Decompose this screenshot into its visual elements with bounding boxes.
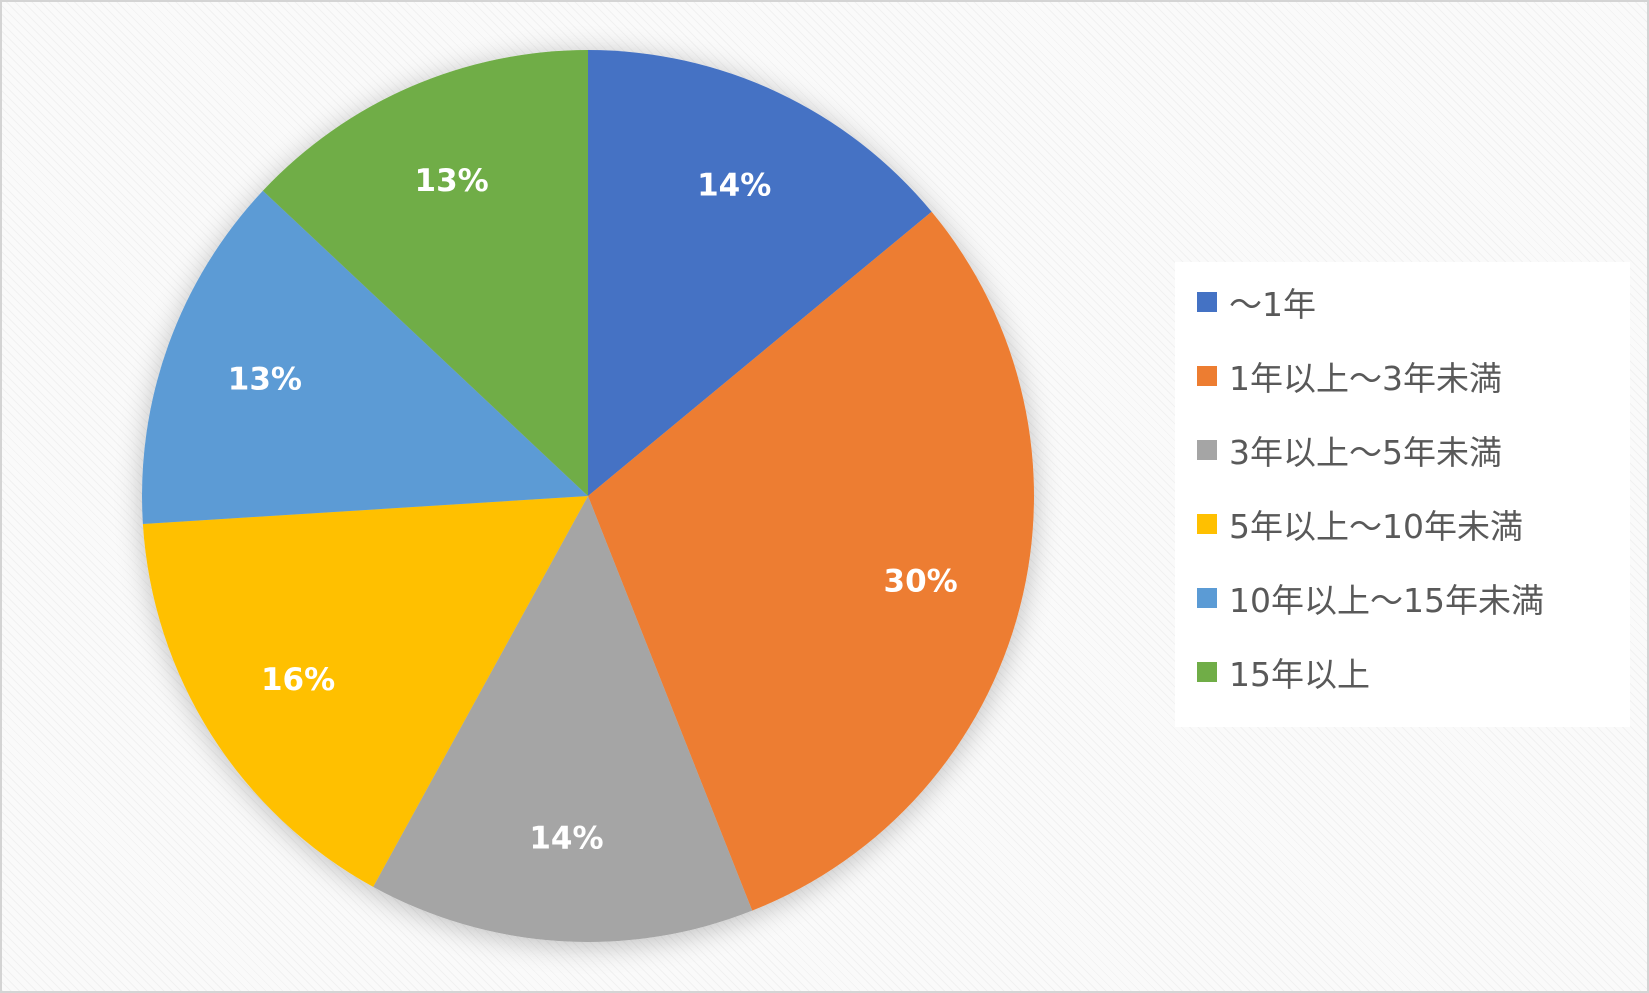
slice-value-label: 13%: [228, 362, 302, 398]
legend-item: 1年以上～3年未満: [1197, 356, 1502, 398]
legend-swatch-icon: [1197, 662, 1217, 682]
legend-item: ～1年: [1197, 282, 1316, 324]
pie-slice: [588, 211, 1035, 911]
pie-slice: [262, 50, 588, 496]
chart-legend: ～1年 1年以上～3年未満 3年以上～5年未満 5年以上～10年未満 10年以上…: [1175, 262, 1630, 727]
legend-swatch-icon: [1197, 292, 1217, 312]
legend-label: 15年以上: [1229, 655, 1370, 694]
legend-item: 5年以上～10年未満: [1197, 504, 1523, 546]
legend-label: 5年以上～10年未満: [1229, 507, 1523, 546]
slice-value-label: 16%: [261, 662, 335, 698]
pie-slice: [588, 50, 932, 496]
pie-slices: [142, 50, 1035, 943]
pie-slice: [142, 496, 589, 887]
pie-data-labels: 14% 30% 14% 16% 13% 13%: [228, 163, 958, 857]
pie-slice: [373, 496, 753, 943]
pie-slice: [142, 190, 588, 525]
legend-swatch-icon: [1197, 588, 1217, 608]
legend-item: 3年以上～5年未満: [1197, 430, 1502, 472]
legend-label: 10年以上～15年未満: [1229, 581, 1544, 620]
legend-label: 3年以上～5年未満: [1229, 433, 1502, 472]
legend-label: 1年以上～3年未満: [1229, 359, 1502, 398]
slice-value-label: 13%: [415, 163, 489, 199]
slice-value-label: 14%: [697, 167, 771, 203]
legend-label: ～1年: [1229, 285, 1316, 324]
legend-swatch-icon: [1197, 366, 1217, 386]
legend-item: 10年以上～15年未満: [1197, 578, 1544, 620]
legend-item: 15年以上: [1197, 652, 1370, 694]
slice-value-label: 14%: [529, 821, 603, 857]
legend-swatch-icon: [1197, 440, 1217, 460]
legend-swatch-icon: [1197, 514, 1217, 534]
slice-value-label: 30%: [884, 563, 958, 599]
